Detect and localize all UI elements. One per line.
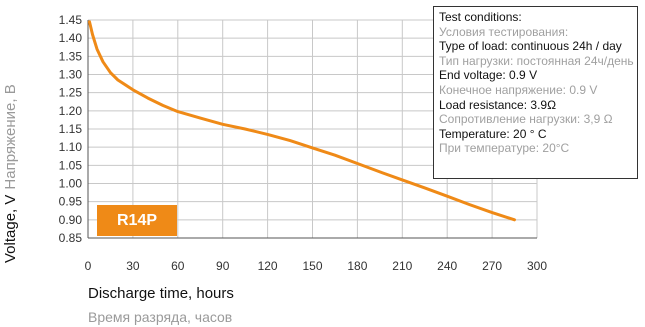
end-voltage-ru: Конечное напряжение: 0.9 V <box>439 82 598 97</box>
y-tick-label: 0.95 <box>59 195 83 209</box>
load-type-ru: Тип нагрузки: постоянная 24ч/день <box>439 53 634 68</box>
x-tick-label: 0 <box>85 259 92 273</box>
model-badge: R14P <box>97 205 177 236</box>
x-tick-label: 60 <box>171 259 185 273</box>
y-tick-label: 1.15 <box>59 122 83 136</box>
conditions-heading-ru: Условия тестирования: <box>439 24 569 39</box>
load-resistance-ru: Сопротивление нагрузки: 3,9 Ω <box>439 112 613 127</box>
y-tick-label: 1.30 <box>59 68 83 82</box>
y-tick-label: 0.85 <box>59 231 83 245</box>
end-voltage-en: End voltage: 0.9 V <box>439 68 538 83</box>
x-tick-label: 90 <box>216 259 230 273</box>
y-tick-label: 1.40 <box>59 31 83 45</box>
y-tick-label: 1.20 <box>59 104 83 118</box>
x-tick-label: 120 <box>258 259 278 273</box>
x-tick-label: 240 <box>437 259 457 273</box>
y-tick-label: 1.05 <box>59 158 83 172</box>
axis-layer <box>87 20 537 239</box>
y-tick-label: 1.00 <box>59 177 83 191</box>
conditions-heading-en: Test conditions: <box>439 10 522 24</box>
tick-layer: 0.85 0.90 0.95 1.00 1.05 1.10 1.15 1.20 1.25 1.30… <box>59 13 548 273</box>
y-axis-title-en: Voltage, V <box>2 194 19 263</box>
y-tick-label: 0.90 <box>59 213 83 227</box>
load-resistance-en: Load resistance: 3.9Ω <box>439 97 557 112</box>
x-axis-title-en: Discharge time, hours <box>88 285 234 302</box>
temperature-ru: При температуре: 20°С <box>439 141 570 156</box>
x-axis-title-ru: Время разряда, часов <box>88 309 233 325</box>
load-type-en: Type of load: continuous 24h / day <box>439 39 622 54</box>
x-tick-label: 180 <box>347 259 367 273</box>
x-tick-label: 270 <box>482 259 502 273</box>
y-tick-label: 1.45 <box>59 13 83 27</box>
x-tick-label: 300 <box>527 259 547 273</box>
test-conditions-box: Test conditions: Условия тестирования: T… <box>433 6 638 179</box>
discharge-curve <box>88 20 516 222</box>
y-axis-title: Voltage, V Напряжение, В <box>2 84 19 263</box>
x-tick-label: 150 <box>302 259 322 273</box>
series-layer <box>88 20 516 222</box>
temperature-en: Temperature: 20 ° C <box>439 126 547 141</box>
x-tick-label: 30 <box>126 259 140 273</box>
x-tick-label: 210 <box>392 259 412 273</box>
y-axis-title-ru: Напряжение, В <box>2 84 19 190</box>
y-tick-label: 1.10 <box>59 140 83 154</box>
y-tick-label: 1.35 <box>59 49 83 63</box>
y-tick-label: 1.25 <box>59 86 83 100</box>
